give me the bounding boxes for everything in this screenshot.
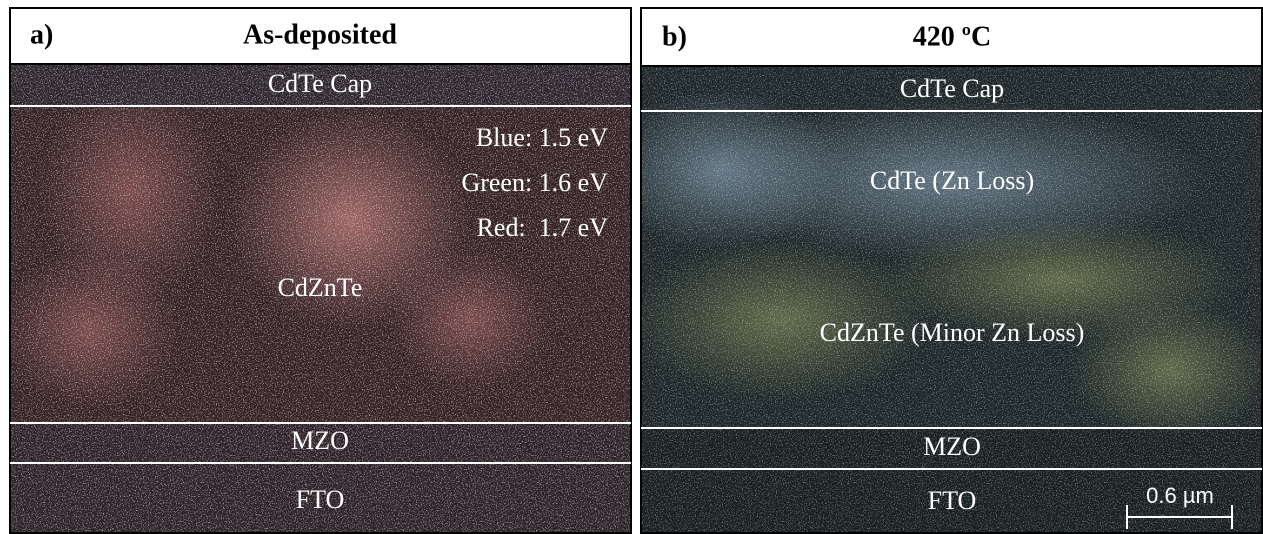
layer-label: MZO [291,426,349,455]
legend-entry: Red: 1.7 eV [477,213,609,242]
scale-bar-label: 0.6 µm [1146,483,1214,508]
panel-label: b) [662,21,687,52]
panel-title: 420 ºC [913,21,991,52]
layer-label: CdZnTe [278,273,363,302]
legend-entry: Blue: 1.5 eV [476,123,608,152]
layer-label: FTO [296,485,345,514]
layer-label: CdZnTe (Minor Zn Loss) [820,318,1085,347]
layer-label: FTO [928,486,977,515]
layer-label: CdTe (Zn Loss) [870,166,1034,195]
panel-a: a) As-deposited CdTe Cap CdZnTe MZO FTO … [0,8,631,533]
legend-entry: Green: 1.6 eV [461,168,608,197]
layer-label: CdTe Cap [268,69,372,98]
panel-title: As-deposited [243,19,397,50]
layer-label: MZO [923,432,981,461]
map-texture [600,66,1263,533]
figure: a) As-deposited CdTe Cap CdZnTe MZO FTO … [0,0,1263,534]
panel-label: a) [30,19,53,50]
layer-label: CdTe Cap [900,74,1004,103]
panel-b: b) 420 ºC CdTe Cap CdTe (Zn Loss) CdZnTe… [600,8,1263,533]
